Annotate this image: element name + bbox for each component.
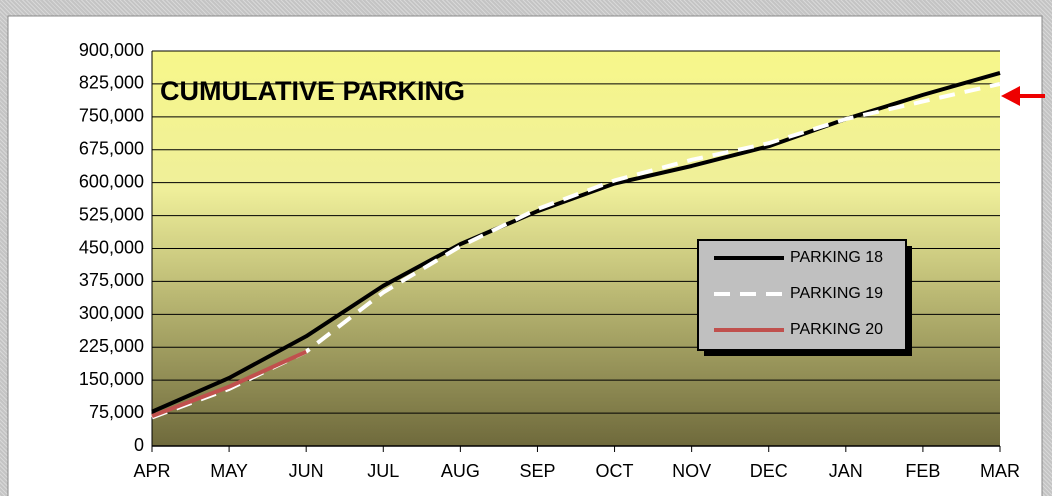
y-tick-label: 900,000 (79, 40, 144, 60)
y-tick-label: 300,000 (79, 303, 144, 323)
line (151, 349, 308, 419)
y-tick-label: 75,000 (89, 402, 144, 422)
x-tick-label: DEC (750, 461, 788, 481)
y-tick-label: 750,000 (79, 106, 144, 126)
x-tick-label: NOV (672, 461, 711, 481)
x-tick-label: MAY (210, 461, 248, 481)
legend-label: PARKING 18 (790, 249, 883, 266)
x-tick-label: FEB (905, 461, 940, 481)
arrow-head (1001, 86, 1020, 106)
line (151, 71, 1001, 414)
y-tick-label: 225,000 (79, 336, 144, 356)
x-tick-label: SEP (519, 461, 555, 481)
x-tick-label: OCT (596, 461, 634, 481)
y-tick-label: 150,000 (79, 369, 144, 389)
y-tick-label: 375,000 (79, 270, 144, 290)
x-tick-label: MAR (980, 461, 1020, 481)
y-tick-label: 675,000 (79, 139, 144, 159)
x-tick-label: AUG (441, 461, 480, 481)
y-tick-label: 450,000 (79, 237, 144, 257)
y-tick-label: 825,000 (79, 73, 144, 93)
legend-label: PARKING 19 (790, 285, 883, 302)
line (151, 81, 1001, 420)
x-tick-label: APR (133, 461, 170, 481)
x-tick-label: JAN (829, 461, 863, 481)
y-tick-label: 0 (134, 435, 144, 455)
chart-title: CUMULATIVE PARKING (160, 76, 465, 106)
x-tick-label: JUL (367, 461, 399, 481)
legend-label: PARKING 20 (790, 321, 883, 338)
y-tick-label: 525,000 (79, 204, 144, 224)
y-tick-label: 600,000 (79, 171, 144, 191)
x-tick-label: JUN (289, 461, 324, 481)
